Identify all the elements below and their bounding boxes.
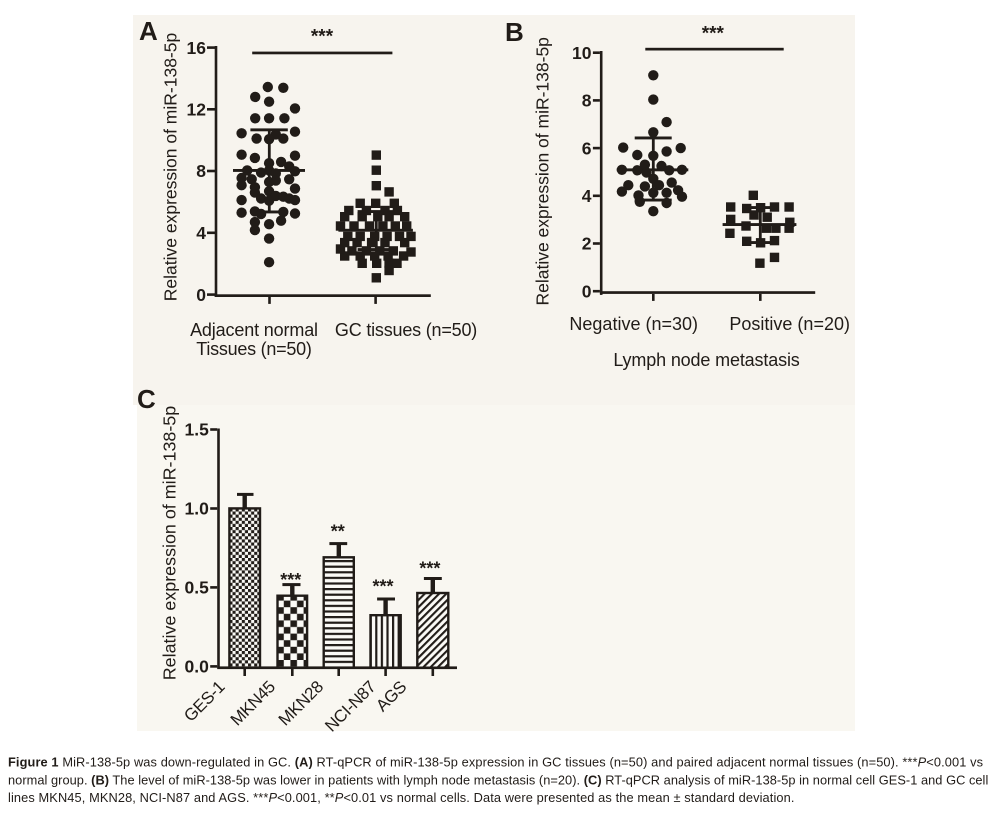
svg-text:10: 10 <box>572 43 592 63</box>
svg-text:0: 0 <box>582 281 592 301</box>
svg-text:***: *** <box>311 27 334 48</box>
svg-text:Lymph node metastasis: Lymph node metastasis <box>613 350 799 370</box>
svg-text:B: B <box>505 17 524 47</box>
svg-text:***: *** <box>372 577 393 597</box>
svg-text:***: *** <box>280 570 301 590</box>
svg-text:4: 4 <box>196 223 206 243</box>
svg-text:***: *** <box>419 559 440 579</box>
svg-text:lines MKN45, MKN28, NCI-N87 an: lines MKN45, MKN28, NCI-N87 and AGS. ***… <box>8 790 795 805</box>
svg-text:C: C <box>137 384 156 414</box>
svg-text:***: *** <box>702 24 725 45</box>
svg-text:Tissues (n=50): Tissues (n=50) <box>196 339 311 359</box>
svg-text:Adjacent normal: Adjacent normal <box>190 320 318 340</box>
svg-text:0: 0 <box>196 285 206 305</box>
svg-text:Negative (n=30): Negative (n=30) <box>569 314 698 334</box>
svg-text:6: 6 <box>582 138 592 158</box>
svg-text:**: ** <box>331 522 345 542</box>
svg-text:12: 12 <box>187 100 207 120</box>
svg-text:0.5: 0.5 <box>184 578 209 598</box>
svg-text:4: 4 <box>582 186 592 206</box>
svg-text:0.0: 0.0 <box>184 657 209 677</box>
svg-text:A: A <box>139 16 158 46</box>
svg-text:16: 16 <box>187 38 207 58</box>
svg-text:GC tissues (n=50): GC tissues (n=50) <box>335 320 477 340</box>
svg-text:1.0: 1.0 <box>184 499 209 519</box>
svg-text:normal group. (B) The level of: normal group. (B) The level of miR-138-5… <box>8 773 988 788</box>
svg-text:8: 8 <box>196 161 206 181</box>
svg-text:Positive (n=20): Positive (n=20) <box>729 314 850 334</box>
svg-text:Figure 1 MiR-138-5p was down-r: Figure 1 MiR-138-5p was down-regulated i… <box>8 755 983 770</box>
svg-text:Relative expression of miR-138: Relative expression of miR-138-5p <box>160 33 180 301</box>
svg-text:1.5: 1.5 <box>184 420 209 440</box>
svg-text:2: 2 <box>582 234 592 254</box>
svg-text:Relative expression of miR-138: Relative expression of miR-138-5p <box>159 406 179 680</box>
svg-text:8: 8 <box>582 91 592 111</box>
svg-text:Relative expression of miR-138: Relative expression of miR-138-5p <box>532 37 552 305</box>
